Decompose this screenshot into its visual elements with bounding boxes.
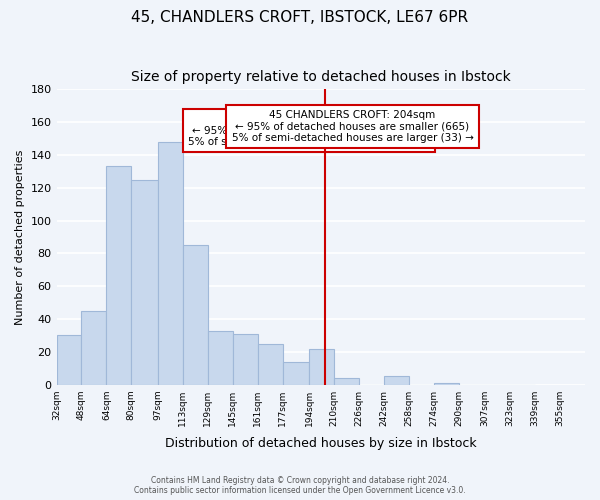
Bar [56, 336, 82, 384]
Bar [233, 334, 257, 384]
Text: 45 CHANDLERS CROFT: 204sqm
← 95% of detached houses are smaller (665)
5% of semi: 45 CHANDLERS CROFT: 204sqm ← 95% of deta… [188, 114, 430, 147]
Text: 45 CHANDLERS CROFT: 204sqm
← 95% of detached houses are smaller (665)
5% of semi: 45 CHANDLERS CROFT: 204sqm ← 95% of deta… [232, 110, 473, 143]
Bar [131, 180, 158, 384]
Bar [82, 311, 106, 384]
Title: Size of property relative to detached houses in Ibstock: Size of property relative to detached ho… [131, 70, 511, 84]
Y-axis label: Number of detached properties: Number of detached properties [15, 150, 25, 324]
X-axis label: Distribution of detached houses by size in Ibstock: Distribution of detached houses by size … [165, 437, 476, 450]
Bar [434, 383, 459, 384]
Bar [309, 348, 334, 384]
Bar [283, 362, 309, 384]
Bar [183, 245, 208, 384]
Bar [257, 344, 283, 384]
Bar [208, 330, 233, 384]
Bar [158, 142, 183, 384]
Bar [384, 376, 409, 384]
Bar [334, 378, 359, 384]
Text: 45, CHANDLERS CROFT, IBSTOCK, LE67 6PR: 45, CHANDLERS CROFT, IBSTOCK, LE67 6PR [131, 10, 469, 25]
Text: Contains HM Land Registry data © Crown copyright and database right 2024.
Contai: Contains HM Land Registry data © Crown c… [134, 476, 466, 495]
Bar [106, 166, 131, 384]
